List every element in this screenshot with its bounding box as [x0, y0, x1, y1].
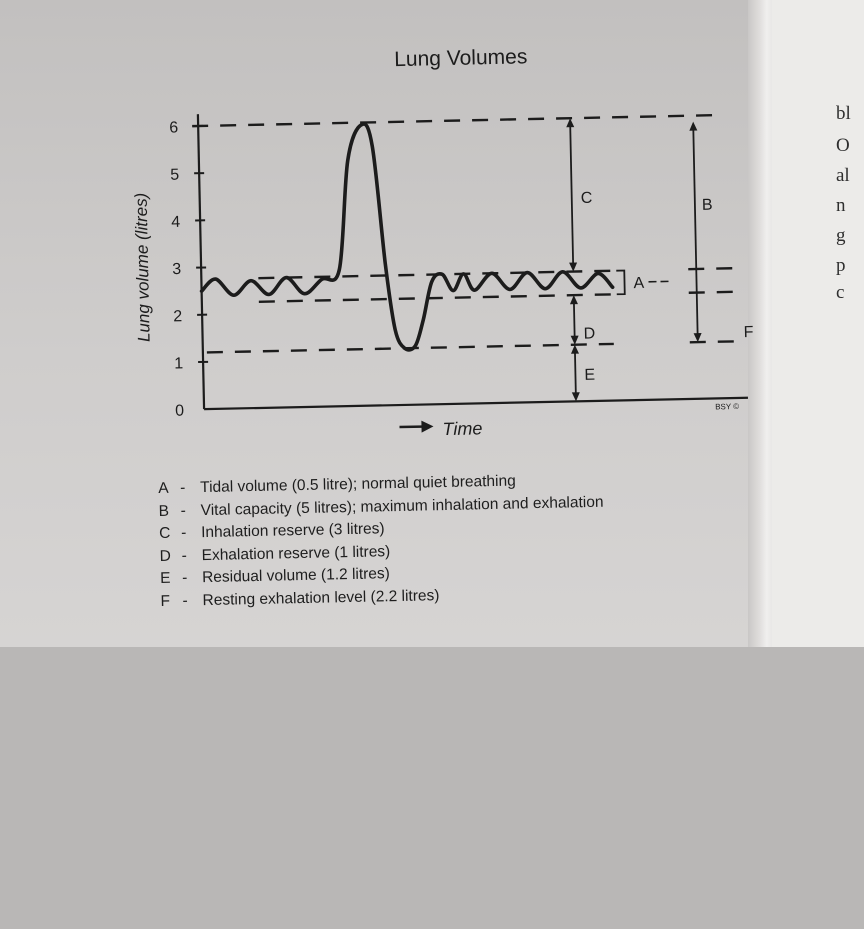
y-tick-label: 5 [170, 167, 179, 184]
time-arrow [399, 420, 433, 433]
y-axis-label: Lung volume (litres) [132, 193, 154, 343]
max-inhalation-line [192, 115, 717, 126]
legend-separator: - [180, 500, 200, 523]
legend-separator: - [182, 567, 202, 590]
x-axis-label: Time [442, 418, 482, 439]
legend-key: C [159, 523, 181, 546]
lung-volume-curve [198, 119, 614, 354]
annotation-d-arrow [570, 295, 579, 345]
legend-text: Inhalation reserve (3 litres) [201, 520, 385, 541]
legend-key: D [159, 545, 181, 568]
legend-key: A [158, 478, 180, 501]
annotation-b-letter: B [702, 197, 713, 214]
annotation-a-bracket [616, 271, 624, 295]
y-tick-label: 6 [169, 119, 178, 136]
annotation-e-letter: E [584, 367, 595, 384]
legend-key: F [160, 590, 182, 613]
annotation-d-letter: D [583, 325, 595, 342]
legend-key: B [158, 500, 180, 523]
y-tick-label: 4 [171, 214, 180, 231]
annotation-a-letter: A [633, 275, 644, 292]
y-tick-label: 3 [172, 261, 181, 278]
credit-mark: BSY © [715, 402, 739, 412]
legend-text: Residual volume (1.2 litres) [202, 565, 390, 586]
legend-text: Tidal volume (0.5 litre); normal quiet b… [200, 473, 516, 497]
legend-separator: - [182, 590, 202, 613]
chart-title: Lung Volumes [394, 45, 528, 71]
x-axis [204, 398, 748, 409]
annotation-c-arrow [566, 118, 577, 272]
facing-page-text-fragment: c [836, 282, 844, 929]
legend-text: Resting exhalation level (2.2 litres) [202, 587, 439, 609]
legend-key: E [160, 568, 182, 591]
y-tick-label: 2 [173, 308, 182, 325]
legend-separator: - [180, 477, 200, 500]
legend-text: Exhalation reserve (1 litres) [201, 543, 390, 564]
y-tick-label: 1 [174, 355, 183, 372]
y-tick-label: 0 [175, 403, 184, 420]
y-axis [198, 114, 204, 409]
annotation-e-arrow [571, 345, 580, 402]
tidal-bottom-line [259, 294, 613, 301]
legend-separator: - [181, 545, 201, 568]
annotation-c-letter: C [581, 190, 593, 207]
legend-separator: - [181, 522, 201, 545]
legend: A-Tidal volume (0.5 litre); normal quiet… [158, 466, 741, 613]
annotation-b-arrow [689, 122, 702, 343]
annotation-f-letter: F [743, 324, 753, 341]
